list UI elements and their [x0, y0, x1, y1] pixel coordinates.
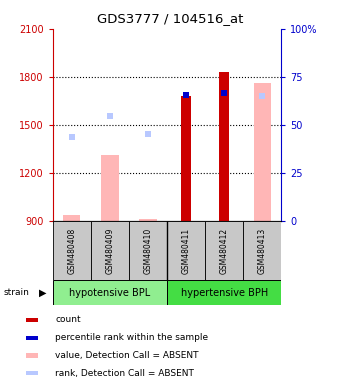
Bar: [53, 221, 91, 280]
Text: rank, Detection Call = ABSENT: rank, Detection Call = ABSENT: [55, 369, 194, 378]
Text: GSM480409: GSM480409: [105, 227, 115, 274]
Bar: [27, 353, 38, 358]
Bar: [167, 221, 205, 280]
Bar: [205, 221, 243, 280]
Text: GSM480413: GSM480413: [258, 227, 267, 274]
Bar: [27, 336, 38, 340]
Bar: [220, 72, 229, 221]
Text: GSM480411: GSM480411: [182, 227, 191, 274]
Text: GSM480410: GSM480410: [144, 227, 152, 274]
Bar: [101, 155, 119, 221]
Text: GSM480408: GSM480408: [68, 227, 76, 274]
Bar: [129, 221, 167, 280]
Bar: [91, 221, 129, 280]
Bar: [27, 371, 38, 375]
Bar: [53, 280, 167, 305]
Bar: [63, 215, 80, 221]
Text: GDS3777 / 104516_at: GDS3777 / 104516_at: [97, 12, 244, 25]
Text: hypotensive BPL: hypotensive BPL: [69, 288, 151, 298]
Text: count: count: [55, 315, 81, 324]
Bar: [243, 221, 281, 280]
Bar: [254, 83, 271, 221]
Text: value, Detection Call = ABSENT: value, Detection Call = ABSENT: [55, 351, 199, 360]
Text: strain: strain: [3, 288, 29, 297]
Text: hypertensive BPH: hypertensive BPH: [181, 288, 268, 298]
Text: percentile rank within the sample: percentile rank within the sample: [55, 333, 208, 342]
Bar: [167, 280, 281, 305]
Bar: [139, 219, 157, 221]
Bar: [181, 96, 191, 221]
Text: ▶: ▶: [39, 288, 46, 298]
Bar: [27, 318, 38, 322]
Text: GSM480412: GSM480412: [220, 227, 229, 274]
